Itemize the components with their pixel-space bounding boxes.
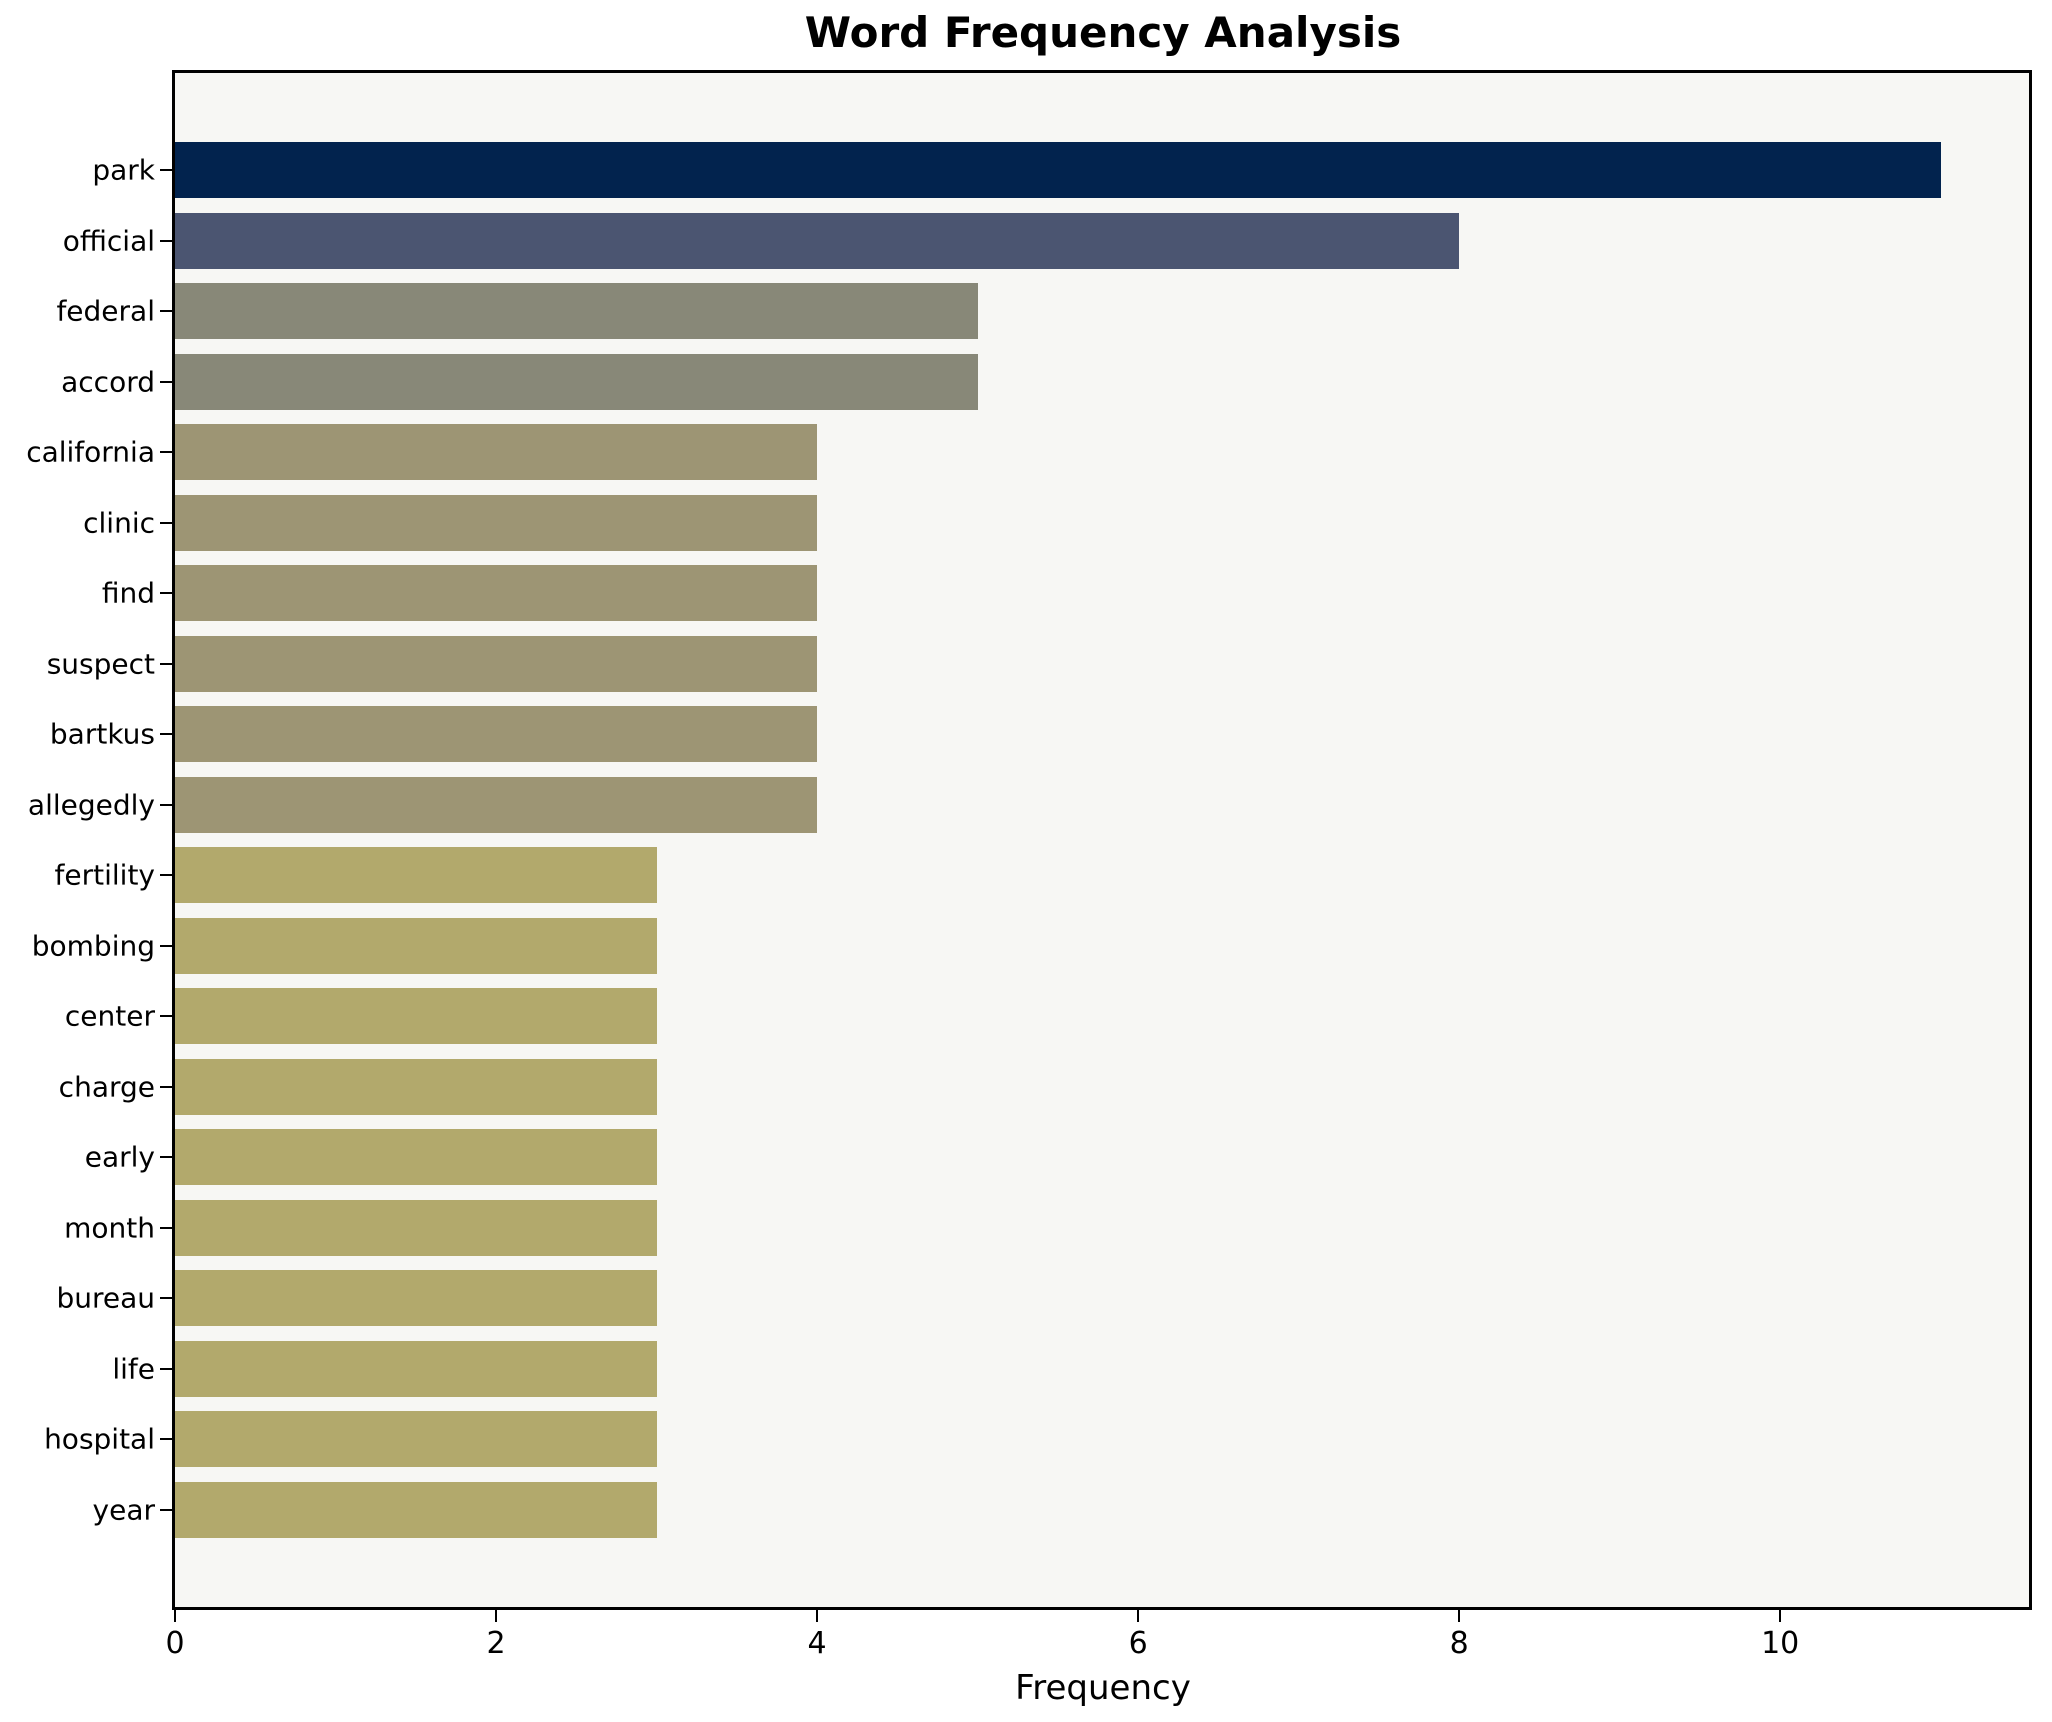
y-tick-mark (160, 310, 172, 313)
bar-early (175, 1129, 657, 1186)
y-axis-label-federal: federal (56, 294, 155, 328)
bar-fertility (175, 847, 657, 904)
y-tick-mark (160, 239, 172, 242)
bar-accord (175, 353, 978, 410)
x-axis-tick-2: 2 (486, 1626, 506, 1661)
bar-life (175, 1340, 657, 1397)
bar-charge (175, 1058, 657, 1115)
bar-allegedly (175, 776, 818, 833)
bar-official (175, 212, 1460, 269)
y-axis-label-early: early (84, 1140, 155, 1174)
y-tick-mark (160, 874, 172, 877)
x-tick-mark (174, 1610, 176, 1622)
y-tick-mark (160, 592, 172, 595)
x-tick-mark (1137, 1610, 1140, 1622)
bar-bureau (175, 1270, 657, 1327)
x-axis-tick-4: 4 (807, 1626, 827, 1661)
y-axis-label-life: life (112, 1352, 155, 1386)
x-axis-tick-10: 10 (1761, 1626, 1800, 1661)
y-tick-mark (160, 1015, 172, 1018)
bar-find (175, 565, 818, 622)
bar-bombing (175, 917, 657, 974)
x-tick-mark (1458, 1610, 1461, 1622)
x-axis-tick-8: 8 (1449, 1626, 1469, 1661)
x-axis-tick-6: 6 (1128, 1626, 1148, 1661)
plot-content (175, 73, 2029, 1607)
y-axis-label-center: center (64, 999, 155, 1033)
y-axis-label-bartkus: bartkus (49, 717, 155, 751)
y-tick-mark (160, 944, 172, 947)
bar-month (175, 1199, 657, 1256)
y-tick-mark (160, 803, 172, 806)
y-tick-mark (160, 1226, 172, 1229)
y-tick-mark (160, 1438, 172, 1441)
x-axis-label: Frequency (1015, 1668, 1191, 1708)
y-tick-mark (160, 1085, 172, 1088)
y-tick-mark (160, 1367, 172, 1370)
y-axis-label-suspect: suspect (46, 647, 155, 681)
y-axis-label-charge: charge (58, 1070, 155, 1104)
y-tick-mark (160, 1509, 172, 1511)
y-axis-label-allegedly: allegedly (27, 788, 155, 822)
y-axis-label-find: find (101, 576, 155, 610)
y-tick-mark (160, 1297, 172, 1300)
bar-suspect (175, 635, 818, 692)
y-axis-label-month: month (64, 1211, 155, 1245)
chart-title: Word Frequency Analysis (804, 8, 1402, 57)
y-axis-label-bombing: bombing (31, 929, 155, 963)
plot-area (172, 70, 2032, 1610)
y-axis-label-hospital: hospital (44, 1422, 155, 1456)
y-axis-label-bureau: bureau (56, 1281, 155, 1315)
y-tick-mark (160, 380, 172, 383)
x-tick-mark (495, 1610, 498, 1622)
y-tick-mark (160, 1156, 172, 1159)
x-tick-mark (816, 1610, 819, 1622)
y-axis-label-official: official (62, 224, 155, 258)
y-axis-label-fertility: fertility (54, 858, 155, 892)
y-axis-label-park: park (92, 153, 155, 187)
y-tick-mark (160, 662, 172, 665)
bar-center (175, 988, 657, 1045)
bar-year (175, 1482, 657, 1538)
x-axis-tick-0: 0 (165, 1626, 185, 1661)
x-tick-mark (1779, 1610, 1782, 1622)
bar-park (175, 142, 1941, 198)
y-axis-label-accord: accord (61, 365, 155, 399)
bar-federal (175, 283, 978, 340)
bar-bartkus (175, 706, 818, 763)
y-axis-label-clinic: clinic (83, 506, 155, 540)
bar-clinic (175, 494, 818, 551)
y-axis-label-california: california (26, 435, 155, 469)
bar-hospital (175, 1411, 657, 1468)
y-tick-mark (160, 733, 172, 736)
bar-california (175, 424, 818, 481)
y-tick-mark (160, 451, 172, 454)
y-tick-mark (160, 521, 172, 524)
y-axis-label-year: year (92, 1493, 155, 1527)
y-tick-mark (160, 169, 172, 171)
